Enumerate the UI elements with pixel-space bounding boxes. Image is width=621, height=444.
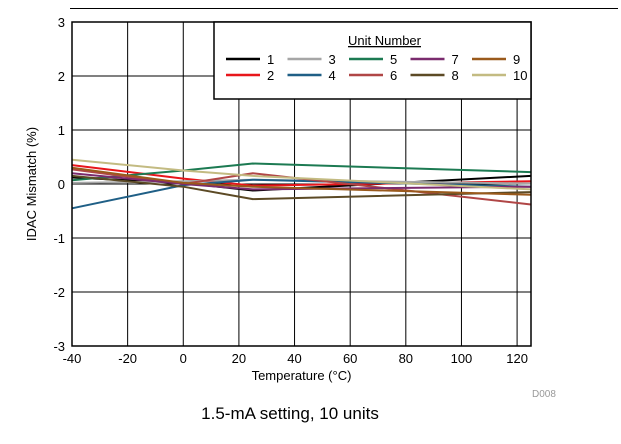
x-tick-label: 120 bbox=[506, 351, 528, 366]
x-tick-label: -20 bbox=[118, 351, 137, 366]
series-line-unit-9 bbox=[71, 166, 532, 196]
x-tick-label: 40 bbox=[287, 351, 301, 366]
legend-title: Unit Number bbox=[348, 33, 422, 48]
legend-label: 6 bbox=[390, 68, 397, 83]
x-axis-label: Temperature (°C) bbox=[252, 368, 352, 383]
y-tick-label: -3 bbox=[53, 339, 65, 354]
legend-label: 2 bbox=[267, 68, 274, 83]
x-tick-labels: -40 -20 0 20 40 60 80 100 120 bbox=[63, 351, 528, 366]
x-tick-label: 20 bbox=[232, 351, 246, 366]
y-tick-label: -1 bbox=[53, 231, 65, 246]
x-tick-label: -40 bbox=[63, 351, 82, 366]
y-tick-label: 0 bbox=[58, 177, 65, 192]
legend-label: 9 bbox=[513, 52, 520, 67]
legend-label: 3 bbox=[329, 52, 336, 67]
y-tick-labels: -3 -2 -1 0 1 2 3 bbox=[53, 15, 65, 354]
y-tick-label: 3 bbox=[58, 15, 65, 30]
x-tick-label: 100 bbox=[451, 351, 473, 366]
legend-label: 5 bbox=[390, 52, 397, 67]
series-lines bbox=[71, 158, 532, 210]
series-line-unit-7 bbox=[71, 172, 532, 191]
x-tick-label: 60 bbox=[343, 351, 357, 366]
y-axis-label: IDAC Mismatch (%) bbox=[24, 127, 39, 241]
figure-id: D008 bbox=[532, 389, 556, 400]
y-tick-label: 2 bbox=[58, 69, 65, 84]
legend-label: 7 bbox=[452, 52, 459, 67]
x-tick-label: 80 bbox=[399, 351, 413, 366]
top-rule bbox=[70, 8, 618, 9]
legend-label: 8 bbox=[452, 68, 459, 83]
y-tick-label: 1 bbox=[58, 123, 65, 138]
legend-label: 1 bbox=[267, 52, 274, 67]
legend-label: 10 bbox=[513, 68, 527, 83]
figure-caption: 1.5-mA setting, 10 units bbox=[201, 404, 379, 423]
y-tick-label: -2 bbox=[53, 285, 65, 300]
series-line-unit-10 bbox=[71, 158, 532, 191]
series-line-unit-8 bbox=[71, 174, 532, 201]
legend: Unit Number 12 34 56 78 910 bbox=[213, 21, 532, 100]
legend-label: 4 bbox=[329, 68, 336, 83]
x-tick-label: 0 bbox=[180, 351, 187, 366]
legend-box bbox=[213, 21, 532, 100]
